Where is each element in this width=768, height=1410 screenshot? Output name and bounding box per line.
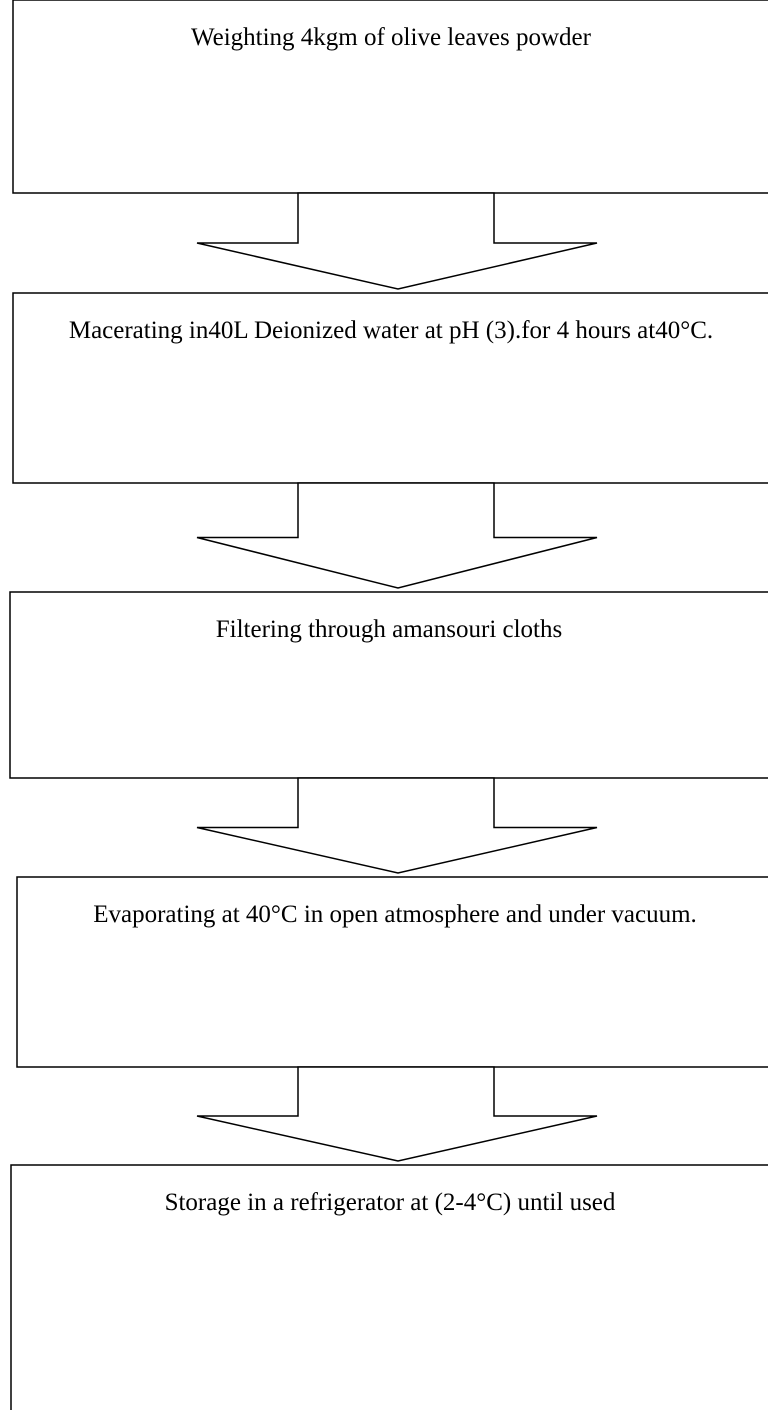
process-label: Storage in a refrigerator at (2-4°C) unt… <box>164 1189 616 1216</box>
process-box <box>12 292 768 484</box>
process-label: Macerating in40L Deionized water at pH (… <box>68 317 714 344</box>
flow-arrow <box>196 1066 598 1162</box>
process-label: Weighting 4kgm of olive leaves powder <box>191 24 591 51</box>
process-box <box>10 1164 768 1410</box>
process-box <box>9 591 768 779</box>
flow-arrow <box>196 482 598 589</box>
flow-arrow <box>196 192 598 290</box>
process-label: Filtering through amansouri cloths <box>215 616 563 643</box>
process-box <box>12 0 768 194</box>
process-label: Evaporating at 40°C in open atmosphere a… <box>93 901 697 928</box>
process-box <box>16 876 768 1068</box>
flow-arrow <box>196 777 598 874</box>
